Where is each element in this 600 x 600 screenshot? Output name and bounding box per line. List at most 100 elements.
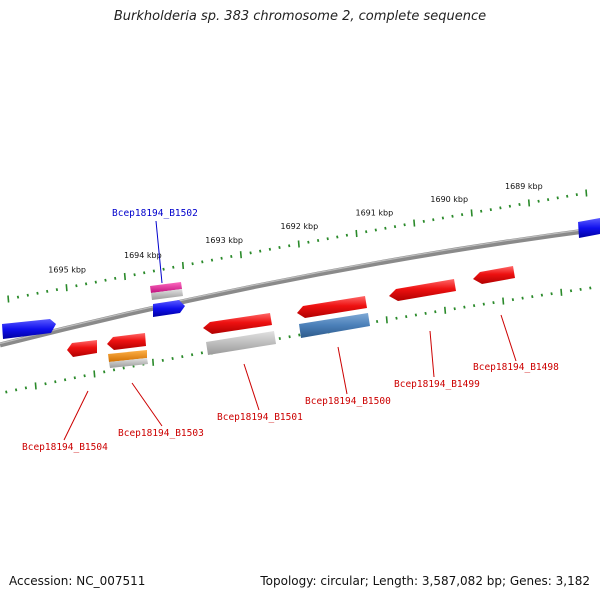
minor-tick: [589, 286, 592, 290]
minor-tick: [550, 292, 553, 296]
minor-tick: [191, 262, 194, 266]
gene-label-b1503[interactable]: Bcep18194_B1503: [118, 428, 204, 439]
minor-tick: [384, 226, 387, 230]
major-tick: [527, 199, 531, 207]
minor-tick: [492, 301, 495, 305]
gene-label-b1499[interactable]: Bcep18194_B1499: [394, 379, 480, 390]
scale-label: 1695 kbp: [48, 266, 86, 275]
gene-arrow[interactable]: [2, 319, 56, 339]
minor-tick: [36, 291, 39, 295]
minor-tick: [298, 333, 301, 337]
minor-tick: [393, 225, 397, 229]
major-tick: [34, 382, 37, 390]
major-tick: [297, 240, 300, 248]
chromosome-backbone-highlight: [0, 226, 600, 345]
gene-arrow[interactable]: [109, 358, 148, 368]
minor-tick: [63, 378, 67, 382]
minor-tick: [14, 388, 18, 392]
gene-arrow[interactable]: [578, 218, 600, 238]
minor-tick: [365, 230, 368, 234]
minor-tick: [489, 208, 492, 212]
gene-arrow[interactable]: [150, 282, 182, 293]
minor-tick: [73, 376, 76, 380]
minor-tick: [112, 368, 116, 372]
gene-arrow[interactable]: [206, 331, 276, 355]
chromosome-backbone: [0, 226, 600, 348]
gene-arrow[interactable]: [153, 300, 185, 317]
minor-tick: [482, 302, 485, 306]
minor-tick: [518, 202, 521, 207]
minor-tick: [575, 193, 578, 197]
minor-tick: [288, 335, 291, 339]
minor-tick: [556, 196, 559, 200]
minor-tick: [230, 254, 233, 259]
scale-label: 1693 kbp: [205, 236, 243, 245]
gene-label-b1498[interactable]: Bcep18194_B1498: [473, 362, 559, 373]
gene-labels: Bcep18194_B1502 Bcep18194_B1504 Bcep1819…: [22, 208, 559, 453]
minor-tick: [190, 353, 194, 357]
gene-arrow[interactable]: [108, 350, 147, 362]
accession-text: Accession: NC_007511: [9, 574, 146, 588]
minor-tick: [326, 237, 329, 241]
scale-label: 1689 kbp: [505, 182, 543, 191]
minor-tick: [566, 194, 569, 198]
gene-arrow[interactable]: [389, 279, 456, 301]
minor-tick: [569, 289, 573, 293]
minor-tick: [5, 390, 8, 394]
minor-tick: [375, 319, 379, 324]
major-tick: [355, 229, 358, 238]
gene-leader-lines: [63, 220, 517, 441]
minor-tick: [460, 213, 464, 217]
major-tick: [123, 272, 126, 281]
gene-label-b1502[interactable]: Bcep18194_B1502: [112, 208, 198, 219]
minor-tick: [75, 284, 78, 288]
gene-arrow[interactable]: [151, 289, 183, 300]
scale-label: 1690 kbp: [430, 195, 468, 204]
minor-tick: [94, 280, 97, 284]
gene-features: [2, 218, 600, 368]
minor-tick: [422, 219, 425, 223]
gene-arrow[interactable]: [107, 333, 146, 350]
minor-tick: [424, 311, 427, 315]
gene-arrow[interactable]: [297, 296, 367, 318]
minor-tick: [210, 258, 214, 262]
minor-tick: [537, 199, 540, 203]
major-tick: [585, 189, 588, 197]
minor-tick: [46, 289, 49, 293]
minor-tick: [405, 315, 408, 319]
minor-tick: [307, 240, 310, 244]
major-tick: [93, 370, 96, 378]
minor-tick: [172, 265, 175, 269]
minor-tick: [336, 235, 339, 239]
minor-tick: [103, 370, 106, 374]
gene-arrow[interactable]: [299, 313, 370, 338]
minor-tick: [345, 233, 349, 237]
minor-tick: [432, 218, 435, 222]
minor-tick: [579, 287, 582, 291]
gene-arrow[interactable]: [67, 340, 97, 357]
gene-arrow[interactable]: [473, 266, 515, 284]
summary-text: Topology: circular; Length: 3,587,082 bp…: [260, 574, 590, 588]
minor-tick: [434, 310, 437, 314]
major-tick: [65, 284, 68, 292]
minor-tick: [259, 249, 262, 253]
minor-tick: [453, 307, 456, 311]
gene-label-b1500[interactable]: Bcep18194_B1500: [305, 396, 391, 407]
gene-arrow[interactable]: [203, 313, 272, 334]
minor-tick: [181, 355, 184, 359]
minor-tick: [220, 256, 223, 260]
minor-tick: [200, 351, 204, 355]
major-tick: [239, 251, 242, 259]
minor-tick: [171, 356, 174, 361]
minor-tick: [162, 267, 165, 271]
minor-tick: [403, 223, 406, 227]
major-tick: [502, 297, 505, 305]
major-tick: [152, 358, 155, 366]
minor-tick: [441, 216, 445, 220]
gene-label-b1504[interactable]: Bcep18194_B1504: [22, 442, 108, 453]
minor-tick: [44, 382, 47, 386]
major-tick: [385, 316, 388, 324]
minor-tick: [499, 206, 502, 210]
gene-label-b1501[interactable]: Bcep18194_B1501: [217, 412, 303, 423]
